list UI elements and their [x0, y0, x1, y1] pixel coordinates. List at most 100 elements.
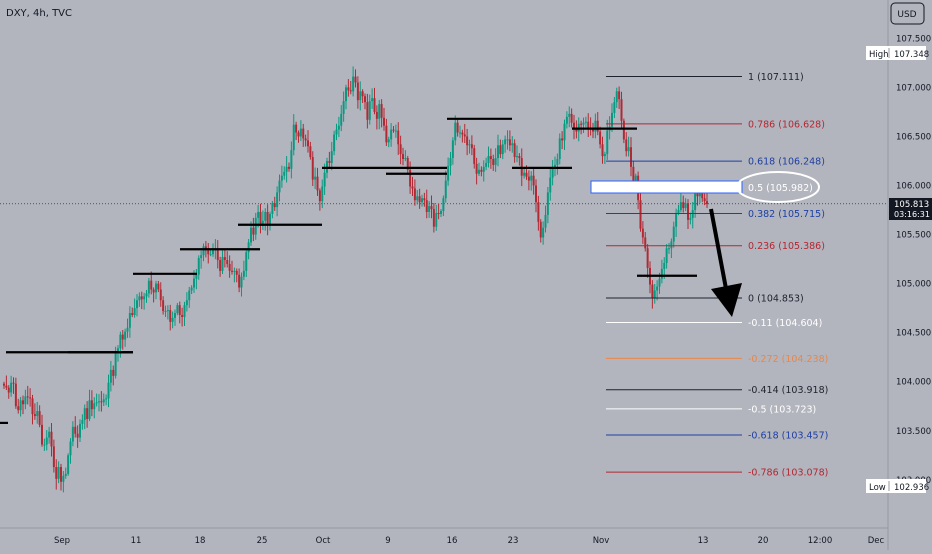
candle-body: [684, 203, 687, 209]
candle-body: [535, 185, 537, 203]
candle-body: [492, 159, 495, 165]
candle-body: [670, 241, 673, 249]
candle-body: [568, 113, 571, 117]
time-tick-label: 11: [131, 536, 142, 546]
candle-body: [166, 310, 169, 312]
candle-body: [26, 396, 29, 398]
candle-body: [508, 139, 511, 146]
fib-level-label: 0.618 (106.248): [748, 157, 825, 168]
candle-body: [231, 270, 233, 272]
candle-body: [55, 467, 58, 479]
candle-body: [497, 145, 499, 159]
symbol-label: DXY, 4h, TVC: [6, 8, 72, 19]
candle-body: [698, 191, 701, 197]
candle-body: [525, 172, 528, 177]
candle-body: [459, 132, 461, 134]
price-tick-label: 107.000: [896, 83, 931, 93]
currency-button[interactable]: USD: [890, 2, 925, 25]
candle-body: [663, 262, 666, 269]
candle-body: [632, 166, 635, 181]
fib-level-label: 1 (107.111): [748, 72, 804, 83]
candle-body: [347, 87, 350, 91]
candle-body: [41, 424, 43, 445]
candle-body: [107, 382, 110, 399]
candle-body: [126, 327, 129, 332]
candle-body: [537, 202, 540, 222]
candle-body: [570, 113, 573, 123]
candle-body: [470, 144, 473, 149]
candle-body: [273, 203, 276, 208]
candle-body: [601, 144, 604, 157]
candle-body: [473, 148, 476, 164]
candle-body: [121, 334, 124, 340]
fib-level-label: 0.236 (105.386): [748, 241, 825, 252]
candle-body: [399, 144, 402, 155]
candle-body: [71, 426, 74, 442]
candle-body: [665, 248, 668, 263]
candle-body: [48, 431, 51, 438]
time-tick-label: Oct: [316, 536, 331, 546]
candle-body: [468, 144, 471, 146]
time-axis[interactable]: Sep 11 18 25 Oct 9 16 23 Nov 13 20 12:00 Dec: [0, 527, 888, 546]
candle-body: [501, 144, 504, 155]
candle-body: [620, 99, 623, 121]
candle-body: [252, 227, 255, 235]
price-scale[interactable]: 107.500 107.000 106.500 106.000 105.500 105.0…: [887, 0, 931, 550]
candle-body: [421, 198, 423, 203]
candle-body: [618, 91, 621, 100]
candle-body: [444, 180, 447, 199]
candle-body: [677, 210, 680, 213]
candle-body: [138, 296, 141, 301]
candle-body: [416, 196, 419, 201]
candle-body: [254, 217, 257, 235]
horizontal-levels: [0, 117, 697, 425]
candle-body: [689, 217, 692, 220]
candle-body: [390, 129, 393, 140]
candle-body: [349, 90, 352, 92]
candle-body: [494, 158, 497, 165]
candle-body: [38, 411, 41, 425]
candle-body: [283, 171, 286, 176]
candle-body: [409, 169, 412, 187]
fib-level-label: -0.11 (104.604): [748, 318, 822, 329]
candle-body: [532, 175, 535, 186]
candle-body: [575, 128, 578, 132]
candle-body: [60, 467, 62, 482]
candle-body: [380, 104, 383, 118]
price-tick-label: 103.500: [896, 427, 931, 437]
high-label: High 107.348: [866, 46, 929, 60]
time-tick-label: 12:00: [808, 536, 833, 546]
candle-body: [418, 196, 421, 203]
candle-body: [136, 300, 138, 309]
time-tick-label: 23: [508, 536, 519, 546]
candle-body: [88, 400, 91, 419]
candle-body: [81, 419, 84, 424]
candle-body: [701, 191, 704, 199]
candle-body: [506, 139, 509, 141]
candle-body: [454, 122, 457, 141]
candle-body: [259, 211, 262, 226]
candle-body: [280, 175, 283, 181]
candle-body: [223, 257, 226, 261]
candle-body: [592, 129, 594, 132]
candle-body: [447, 165, 450, 181]
candle-body: [36, 411, 39, 417]
candle-body: [316, 176, 319, 191]
candle-body: [440, 211, 442, 214]
candle-body: [549, 177, 552, 193]
candle-body: [413, 188, 416, 201]
candle-body: [250, 227, 252, 243]
candle-body: [290, 150, 293, 169]
candle-body: [646, 248, 649, 268]
candle-body: [563, 123, 566, 141]
time-tick-label: 16: [447, 536, 458, 546]
candle-body: [79, 423, 81, 438]
candle-body: [480, 169, 483, 172]
time-tick-label: 9: [385, 536, 390, 546]
candle-body: [238, 274, 241, 288]
price-tick-label: 104.000: [896, 378, 931, 388]
candle-body: [109, 369, 112, 383]
candle-body: [257, 211, 260, 218]
